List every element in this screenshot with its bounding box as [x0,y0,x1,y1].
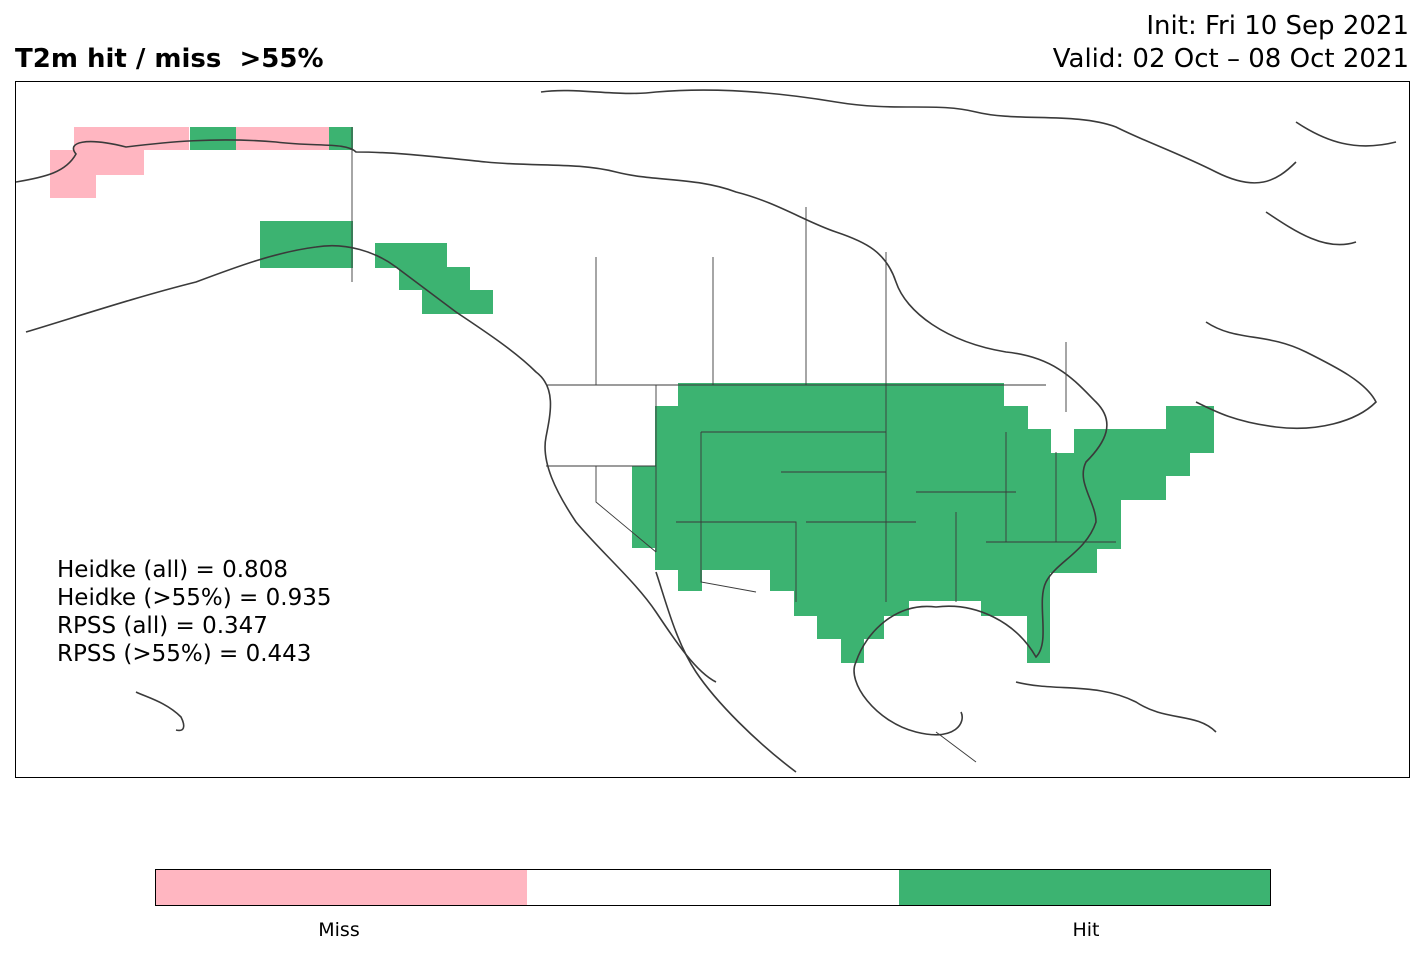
colorbar-hit-label: Hit [1072,919,1100,941]
heidke-all: Heidke (all) = 0.808 [57,557,288,583]
hit-cells [190,127,1214,663]
north-america-map [16,89,1397,773]
valid-date-range: Valid: 02 Oct – 08 Oct 2021 [1052,44,1409,74]
init-date: Init: Fri 10 Sep 2021 [1146,11,1409,41]
colorbar-hit-segment [898,870,1270,905]
date-info: Init: Fri 10 Sep 2021 Valid: 02 Oct – 08… [1053,10,1409,76]
miss-cells [50,127,329,198]
colorbar [155,869,1271,906]
map-panel [15,81,1410,778]
colorbar-neutral-segment [527,870,899,905]
colorbar-miss-segment [156,870,528,905]
internal-borders [351,127,1116,763]
map-title: T2m hit / miss >55% [15,44,324,74]
rpss-all: RPSS (all) = 0.347 [57,613,268,639]
skill-scores: Heidke (all) = 0.808 Heidke (>55%) = 0.9… [57,556,331,668]
boundaries [16,89,1397,773]
rpss-above-55: RPSS (>55%) = 0.443 [57,641,312,667]
heidke-above-55: Heidke (>55%) = 0.935 [57,585,332,611]
colorbar-miss-label: Miss [318,919,360,941]
